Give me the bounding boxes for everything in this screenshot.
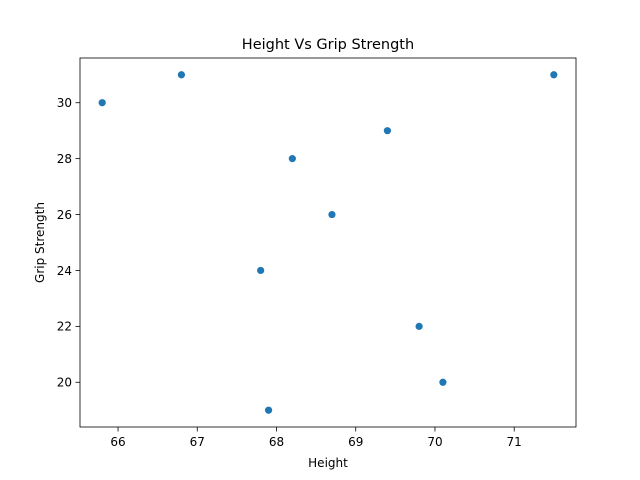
- y-axis-label: Grip Strength: [33, 202, 47, 283]
- x-axis-ticks: 66 67 68 69 70 71: [110, 427, 522, 449]
- x-tick-label: 68: [269, 435, 284, 449]
- data-point: [439, 378, 447, 386]
- data-point: [257, 266, 265, 275]
- y-axis-ticks: 20 22 24 26 28 30: [57, 96, 80, 390]
- data-point: [177, 71, 186, 79]
- y-tick-label: 30: [57, 96, 72, 110]
- y-tick-label: 26: [57, 208, 72, 222]
- y-tick-label: 22: [57, 320, 72, 334]
- plot-frame: [79, 57, 577, 428]
- data-point: [98, 99, 106, 107]
- data-point: [328, 210, 336, 219]
- data-point: [264, 406, 273, 414]
- data-point: [550, 71, 558, 79]
- data-points: [98, 71, 558, 414]
- data-point: [383, 127, 392, 135]
- x-tick-label: 71: [507, 435, 522, 449]
- y-tick-label: 28: [57, 152, 72, 166]
- x-tick-label: 67: [190, 435, 205, 449]
- x-tick-label: 69: [348, 435, 363, 449]
- x-tick-label: 70: [427, 435, 442, 449]
- chart-title: Height Vs Grip Strength: [242, 37, 414, 53]
- y-tick-label: 20: [57, 376, 72, 390]
- x-tick-label: 66: [110, 435, 125, 449]
- data-point: [415, 322, 423, 330]
- x-axis-label: Height: [308, 456, 348, 470]
- y-tick-label: 24: [57, 264, 72, 278]
- data-point: [288, 155, 296, 163]
